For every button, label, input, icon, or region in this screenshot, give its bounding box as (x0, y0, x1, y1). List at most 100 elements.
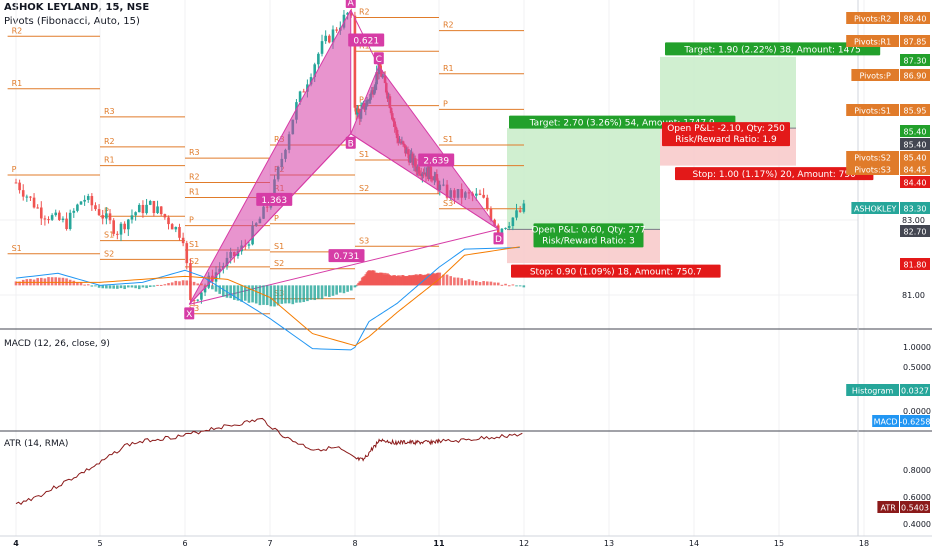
axis-tag-bg (846, 12, 899, 24)
candle-body (116, 233, 119, 235)
histogram-bar (170, 282, 174, 286)
macd-tag-bg (872, 415, 899, 427)
histogram-bar (105, 285, 108, 289)
pivot-label: S2 (189, 257, 199, 266)
short-target-label-bg (665, 42, 881, 56)
candle-body (94, 205, 97, 210)
candle-body (196, 299, 200, 301)
pivot-label: P (274, 214, 279, 223)
histogram-bar (471, 280, 474, 286)
histogram-bar (449, 276, 453, 286)
candle-body (32, 197, 36, 208)
ratio-label-bg (328, 249, 365, 263)
histogram-bar (116, 285, 119, 289)
pivots-indicator-title[interactable]: Pivots (Fibonacci, Auto, 15) (4, 16, 140, 27)
histogram-bar (207, 285, 211, 288)
candle-body (58, 212, 61, 220)
point-b-label: B (348, 139, 354, 149)
time-tick-label: 18 (859, 539, 869, 548)
histogram-bar (203, 285, 207, 287)
candle-body (123, 223, 126, 230)
histogram-bar (243, 285, 247, 301)
pivot-label: S2 (274, 259, 284, 268)
axis-value-bg (900, 202, 930, 214)
candle-body (21, 190, 25, 197)
ratio-label-bg (418, 153, 455, 167)
candle-body (302, 91, 306, 93)
candle-body (178, 226, 181, 238)
histogram-bar (137, 285, 141, 290)
candle-body (97, 209, 101, 216)
candle-body (349, 12, 353, 16)
candle-body (152, 200, 156, 214)
histogram-bar (338, 285, 342, 293)
axis-tag-label: Pivots:R2 (854, 15, 891, 24)
histogram-bar (83, 284, 86, 286)
histogram-bar (174, 280, 178, 286)
short-rr-label: Risk/Reward Ratio: 1.9 (675, 135, 777, 145)
histogram-bar (163, 284, 167, 286)
candle-body (504, 227, 507, 229)
price-tick-label: 83.00 (902, 216, 925, 225)
candle-body (500, 228, 504, 234)
histogram-bar (214, 285, 218, 292)
axis-tag-label: Pivots:P (860, 72, 892, 81)
point-d-label: D (495, 235, 502, 245)
time-tick-label: 8 (352, 539, 357, 548)
histogram-bar (211, 285, 214, 290)
pivot-label: P (189, 216, 194, 225)
pivot-label: S3 (443, 199, 453, 208)
candle-body (243, 245, 247, 247)
histogram-bar (258, 285, 262, 306)
histogram-bar (127, 285, 130, 288)
histogram-bar (247, 285, 251, 303)
histogram-bar (324, 285, 327, 297)
histogram-bar (354, 285, 358, 287)
atr-tick-label: 0.4000 (903, 520, 931, 529)
long-pnl-bg (533, 223, 644, 248)
histogram-bar (298, 285, 302, 303)
atr-tag-label: ATR (881, 504, 897, 513)
short-target-label: Target: 1.90 (2.22%) 38, Amount: 1475 (683, 45, 860, 55)
histogram-bar (320, 285, 324, 300)
histogram-bar (346, 285, 349, 292)
histogram-bar (295, 285, 298, 303)
candle-body (90, 196, 94, 206)
histogram-bar (167, 283, 170, 286)
histogram-bar (254, 285, 258, 304)
axis-value-label: 85.95 (904, 107, 927, 116)
point-x-label: X (186, 310, 192, 320)
histogram-bar (54, 277, 58, 286)
candle-body (29, 196, 32, 198)
histogram-bar (328, 285, 331, 297)
histogram-bar (511, 284, 515, 286)
macd-tick-label: 1.0000 (903, 343, 931, 352)
long-target-label: Target: 2.70 (3.26%) 54, Amount: 1747.9 (529, 119, 715, 129)
histogram-bar (229, 285, 232, 299)
histogram-bar (496, 282, 500, 286)
candle-body (328, 35, 331, 43)
histogram-bar (464, 280, 467, 286)
histogram-bar (342, 285, 346, 294)
harmonic-leg-bd (350, 133, 499, 230)
pivot-label: R1 (443, 64, 454, 73)
axis-value-bg (900, 138, 930, 150)
pivot-label: S1 (359, 150, 369, 159)
candle-body (378, 60, 382, 70)
histogram-bar (335, 285, 338, 295)
long-target-zone[interactable] (507, 128, 660, 230)
time-tick-label: 5 (97, 539, 102, 548)
axis-tag-bg (846, 104, 899, 116)
candle-body (353, 15, 357, 108)
histogram-bar (189, 281, 192, 286)
axis-tag-label: Pivots:S2 (854, 154, 891, 163)
histogram-bar (152, 285, 156, 287)
macd-pane: MACD (12, 26, close, 9) 1.0000 0.5000 0.000… (4, 246, 931, 427)
histogram-bar (47, 277, 50, 286)
atr-title: ATR (14, RMA) (4, 439, 68, 449)
pivot-label: S1 (274, 242, 284, 251)
histogram-bar (18, 281, 21, 286)
histogram-bar (86, 284, 90, 286)
candle-body (167, 217, 170, 225)
